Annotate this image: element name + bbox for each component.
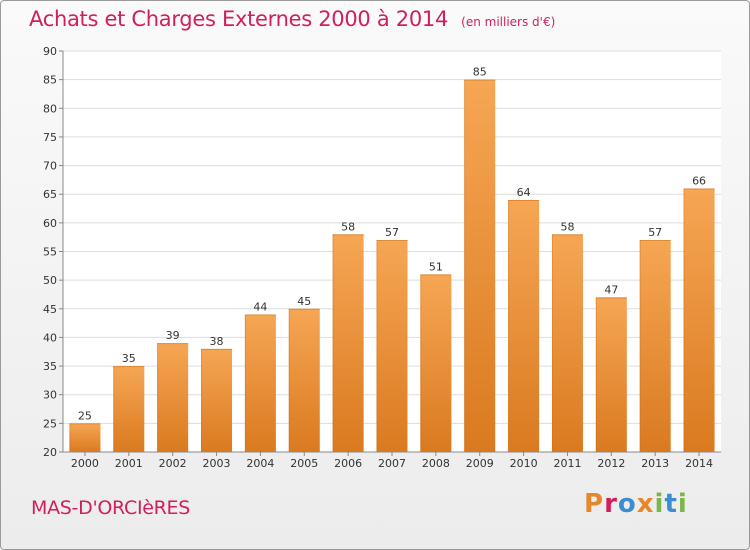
bar-2004 — [244, 314, 276, 452]
y-tick-label: 65 — [43, 188, 57, 201]
value-label: 39 — [166, 329, 180, 342]
y-tick-label: 85 — [43, 74, 57, 87]
x-tick-label: 2000 — [71, 457, 99, 470]
value-label: 64 — [517, 186, 531, 199]
value-label: 51 — [429, 260, 443, 273]
labels: 20 25 30 35 40 45 50 55 60 65 70 75 80 85 90 25 2000 35 20… — [43, 45, 713, 470]
x-tick-label: 2007 — [378, 457, 406, 470]
value-label: 57 — [385, 226, 399, 239]
value-label: 58 — [341, 220, 355, 233]
bars — [69, 79, 715, 453]
chart-unit: (en milliers d'€) — [461, 15, 556, 29]
value-label: 25 — [78, 409, 92, 422]
y-tick-label: 90 — [43, 45, 57, 58]
bar-2009 — [464, 79, 496, 453]
logo-letter: P — [584, 489, 605, 519]
y-tick-label: 60 — [43, 217, 57, 230]
x-tick-label: 2004 — [246, 457, 274, 470]
value-label: 35 — [122, 352, 136, 365]
x-tick-label: 2011 — [553, 457, 581, 470]
bar-2007 — [376, 240, 408, 452]
logo-letter: o — [617, 489, 637, 519]
proxiti-logo[interactable]: Proxiti — [584, 489, 688, 519]
chart-title-text: Achats et Charges Externes 2000 à 2014 — [29, 7, 449, 31]
logo-letter: x — [636, 489, 655, 519]
logo-letter: i — [677, 489, 688, 519]
x-tick-label: 2008 — [422, 457, 450, 470]
bar-2002 — [157, 343, 189, 452]
x-tick-label: 2006 — [334, 457, 362, 470]
bar-2005 — [288, 308, 320, 452]
bar-2003 — [201, 348, 233, 452]
y-tick-label: 80 — [43, 102, 57, 115]
x-tick-label: 2013 — [641, 457, 669, 470]
x-tick-label: 2001 — [115, 457, 143, 470]
value-label: 57 — [648, 226, 662, 239]
value-label: 47 — [604, 283, 618, 296]
value-label: 85 — [473, 66, 487, 79]
bar-2008 — [420, 274, 452, 452]
bar-2012 — [595, 297, 627, 452]
commune-name: MAS-D'ORCIèRES — [31, 497, 190, 519]
chart-title: Achats et Charges Externes 2000 à 2014 (… — [29, 7, 555, 31]
x-tick-label: 2003 — [203, 457, 231, 470]
value-label: 66 — [692, 174, 706, 187]
y-tick-label: 75 — [43, 131, 57, 144]
value-label: 44 — [253, 301, 267, 314]
x-tick-label: 2010 — [510, 457, 538, 470]
y-tick-label: 55 — [43, 246, 57, 259]
bar-2014 — [683, 188, 715, 452]
y-tick-label: 30 — [43, 389, 57, 402]
bar-2000 — [69, 423, 101, 452]
x-tick-label: 2005 — [290, 457, 318, 470]
y-tick-label: 50 — [43, 274, 57, 287]
value-label: 58 — [560, 220, 574, 233]
x-tick-label: 2009 — [466, 457, 494, 470]
logo-letter: r — [604, 489, 618, 519]
logo-letter: t — [664, 489, 678, 519]
y-tick-label: 20 — [43, 446, 57, 459]
bar-2001 — [113, 366, 145, 452]
bar-2006 — [332, 234, 364, 452]
y-tick-label: 70 — [43, 160, 57, 173]
bar-2013 — [639, 240, 671, 452]
bar-2010 — [508, 199, 540, 452]
y-tick-label: 25 — [43, 417, 57, 430]
x-tick-label: 2014 — [685, 457, 713, 470]
x-tick-label: 2012 — [597, 457, 625, 470]
bar-2011 — [551, 234, 583, 452]
y-tick-label: 35 — [43, 360, 57, 373]
y-tick-label: 45 — [43, 303, 57, 316]
x-tick-label: 2002 — [159, 457, 187, 470]
y-tick-label: 40 — [43, 331, 57, 344]
logo-letter: i — [654, 489, 665, 519]
value-label: 45 — [297, 295, 311, 308]
value-label: 38 — [210, 335, 224, 348]
